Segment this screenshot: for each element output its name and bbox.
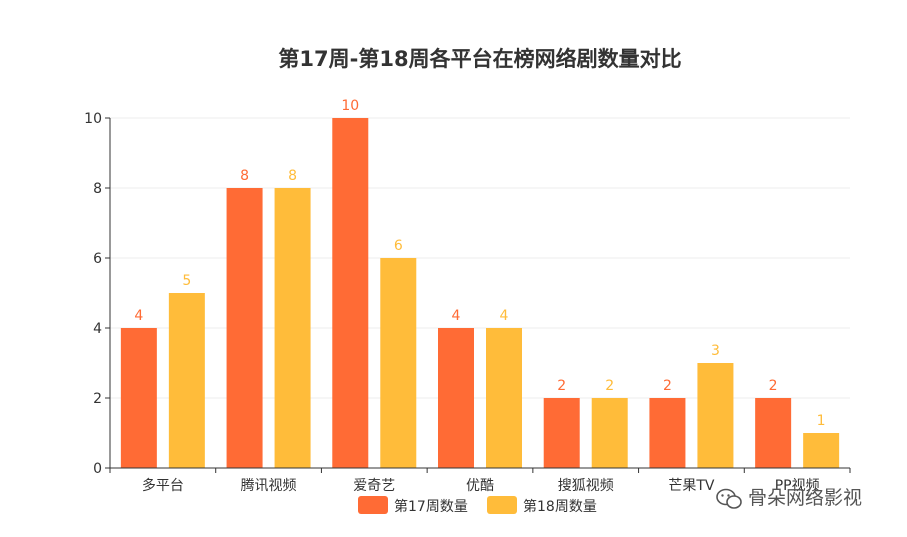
bar[interactable] — [274, 188, 311, 468]
bar[interactable] — [380, 258, 417, 468]
data-label: 2 — [605, 378, 614, 394]
gridlines — [110, 117, 850, 399]
data-label: 8 — [240, 168, 249, 184]
legend-item[interactable]: 第17周数量 — [358, 496, 468, 515]
watermark: 骨朵网络影视 — [716, 487, 862, 509]
x-tick-label: 优酷 — [466, 478, 494, 494]
legend-swatch — [358, 496, 388, 514]
bar[interactable] — [543, 398, 580, 468]
data-label: 4 — [500, 308, 509, 324]
chart-title: 第17周-第18周各平台在榜网络剧数量对比 — [278, 47, 681, 71]
data-label: 3 — [711, 343, 720, 359]
legend-swatch — [487, 496, 517, 514]
x-tick-label: 腾讯视频 — [241, 477, 297, 494]
bar[interactable] — [697, 363, 734, 468]
bar[interactable] — [120, 328, 157, 468]
legend[interactable]: 第17周数量 第18周数量 — [358, 496, 597, 515]
x-tick-label: 爱奇艺 — [353, 477, 395, 494]
wechat-icon — [716, 488, 742, 509]
axes: 0 2 4 6 8 10 多平台 腾讯视频 爱奇艺 优酷 搜狐视频 芒果TV PP视频 — [84, 111, 851, 494]
bar[interactable] — [168, 293, 205, 468]
data-label: 2 — [663, 378, 672, 394]
data-label: 2 — [769, 378, 778, 394]
y-tick-label: 6 — [93, 251, 102, 267]
x-tick-label: PP视频 — [775, 478, 820, 494]
y-tick-label: 0 — [93, 461, 102, 477]
bar[interactable] — [649, 398, 686, 468]
y-tick-label: 8 — [93, 181, 102, 197]
data-label: 4 — [134, 308, 143, 324]
data-labels: 4 8 10 4 2 2 2 5 8 6 4 2 3 1 — [134, 98, 825, 429]
bar[interactable] — [591, 398, 628, 468]
bar[interactable] — [755, 398, 792, 468]
bar[interactable] — [438, 328, 474, 468]
y-tick-label: 10 — [84, 111, 102, 127]
bar[interactable] — [486, 328, 522, 468]
bar[interactable] — [226, 188, 263, 468]
data-label: 8 — [288, 168, 297, 184]
bar[interactable] — [803, 433, 840, 468]
x-tick-label: 多平台 — [142, 477, 184, 494]
y-tick-label: 2 — [93, 391, 102, 407]
legend-label: 第17周数量 — [394, 498, 468, 515]
x-tick-label: 芒果TV — [668, 478, 715, 494]
data-label: 6 — [394, 238, 403, 254]
data-label: 1 — [817, 413, 826, 429]
y-tick-label: 4 — [93, 321, 102, 337]
legend-item[interactable]: 第18周数量 — [487, 496, 597, 515]
watermark-text: 骨朵网络影视 — [748, 487, 862, 509]
data-label: 2 — [557, 378, 566, 394]
x-tick-label: 搜狐视频 — [558, 478, 614, 494]
data-label: 10 — [341, 98, 359, 114]
legend-label: 第18周数量 — [523, 498, 597, 515]
bars — [120, 118, 840, 468]
data-label: 5 — [182, 273, 191, 289]
bar[interactable] — [332, 118, 369, 468]
data-label: 4 — [452, 308, 461, 324]
